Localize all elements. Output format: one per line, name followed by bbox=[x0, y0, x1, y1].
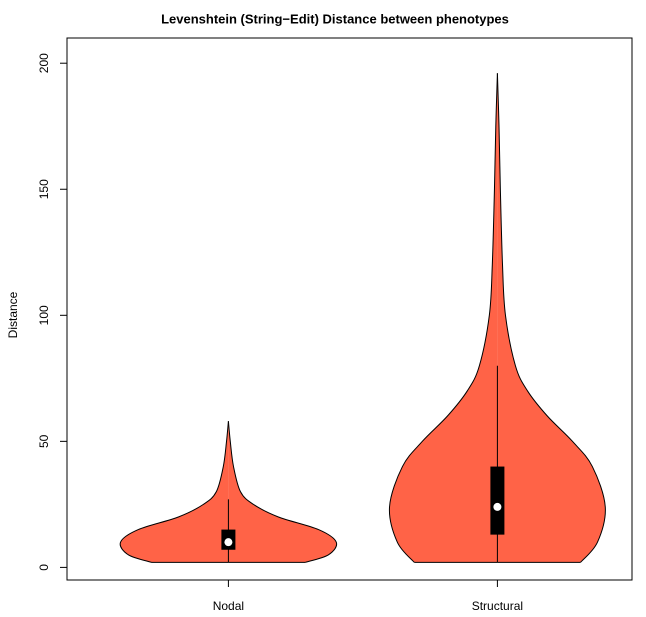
violin-outline bbox=[227, 421, 338, 563]
y-tick-label: 200 bbox=[37, 53, 51, 73]
violin-fill bbox=[120, 421, 229, 563]
median bbox=[493, 502, 502, 511]
violin-outline bbox=[496, 73, 606, 563]
plot-frame bbox=[66, 37, 633, 581]
x-tick-label: Nodal bbox=[213, 599, 244, 613]
y-tick-label: 0 bbox=[37, 564, 51, 571]
chart-title: Levenshtein (String−Edit) Distance betwe… bbox=[161, 11, 509, 26]
violin-outline bbox=[388, 73, 498, 563]
box bbox=[490, 466, 505, 535]
violin-fill bbox=[389, 73, 498, 563]
y-axis-label: Distance bbox=[6, 291, 20, 338]
x-tick-label: Structural bbox=[472, 599, 523, 613]
y-tick-label: 100 bbox=[37, 305, 51, 325]
y-tick-label: 50 bbox=[37, 434, 51, 448]
y-tick-label: 150 bbox=[37, 179, 51, 199]
violin-fill bbox=[228, 421, 337, 563]
violin-outline bbox=[119, 421, 229, 563]
violin-fill bbox=[497, 73, 606, 563]
median bbox=[224, 538, 233, 547]
